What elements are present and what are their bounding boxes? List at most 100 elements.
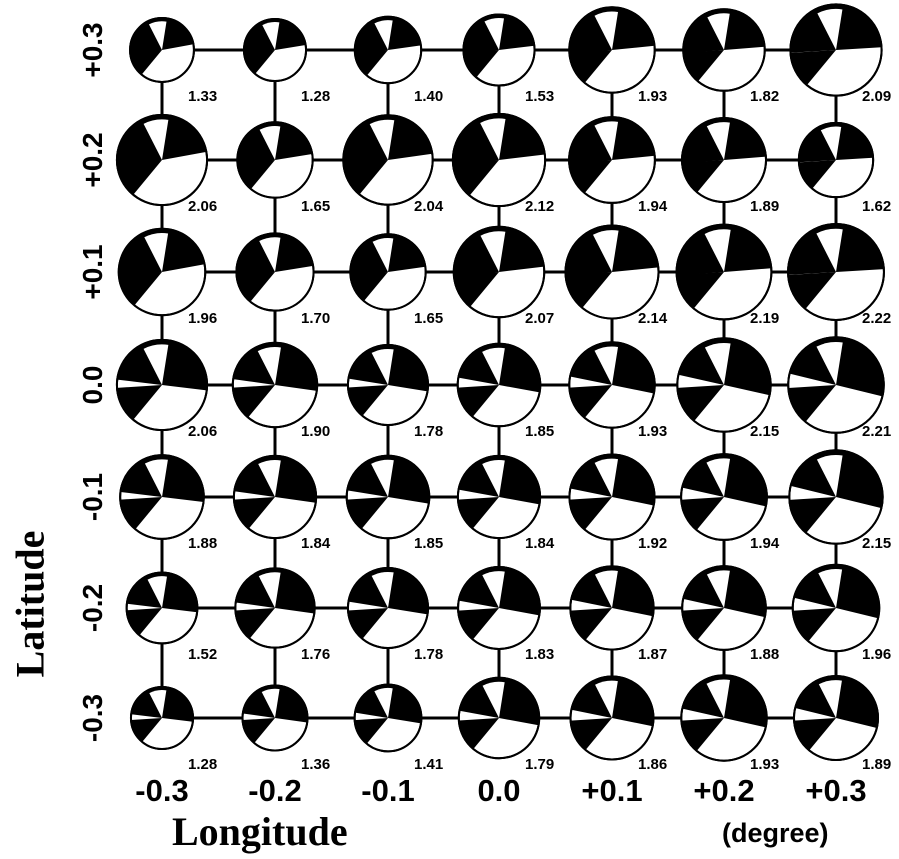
focal-mechanism-glyph — [681, 565, 767, 651]
focal-mechanism-glyph — [232, 454, 318, 540]
grid-value-label: 1.82 — [750, 88, 780, 105]
focal-mechanism-glyph — [452, 225, 546, 319]
grid-value-label: 2.21 — [862, 423, 892, 440]
y-tick-label: -0.1 — [77, 472, 108, 522]
grid-value-label: 2.07 — [525, 310, 555, 327]
focal-mechanism-glyph — [456, 342, 542, 428]
x-tick-label: 0.0 — [477, 773, 521, 808]
grid-value-label: 1.83 — [525, 646, 555, 663]
x-tick-label: +0.2 — [693, 773, 755, 808]
grid-value-label: 1.28 — [188, 756, 218, 773]
focal-mechanism-glyph — [569, 565, 655, 651]
grid-value-label: 2.06 — [188, 198, 218, 215]
focal-mechanism-glyph — [117, 227, 207, 317]
grid-value-label: 1.93 — [638, 423, 668, 440]
grid-value-label: 1.79 — [525, 756, 555, 773]
grid-value-label: 1.65 — [301, 198, 331, 215]
grid-value-label: 1.33 — [188, 88, 218, 105]
grid-value-label: 1.84 — [301, 535, 331, 552]
focal-mechanism-glyph — [115, 113, 209, 207]
grid-value-label: 2.09 — [862, 88, 892, 105]
x-tick-label: +0.1 — [581, 773, 643, 808]
focal-mechanism-glyph — [129, 17, 195, 83]
y-axis-title: Latitude — [7, 530, 53, 678]
focal-mechanism-glyph — [349, 233, 427, 311]
grid-value-label: 2.19 — [750, 310, 780, 327]
grid-value-label: 2.04 — [414, 198, 444, 215]
focal-mechanism-glyph — [115, 338, 209, 432]
focal-mechanism-glyph — [353, 15, 423, 85]
grid-value-label: 2.15 — [862, 535, 892, 552]
y-tick-label: +0.3 — [77, 22, 108, 78]
focal-mechanism-glyph — [129, 685, 195, 751]
grid-value-label: 2.15 — [750, 423, 780, 440]
focal-mechanism-glyph — [789, 3, 883, 97]
focal-mechanism-glyph — [456, 454, 542, 540]
focal-mechanism-glyph — [568, 453, 656, 541]
grid-value-label: 1.78 — [414, 423, 444, 440]
focal-mechanism-glyph — [564, 224, 660, 320]
grid-value-label: 1.40 — [414, 88, 444, 105]
grid-value-label: 1.94 — [750, 535, 780, 552]
grid-value-label: 1.89 — [862, 756, 892, 773]
grid-value-label: 2.22 — [862, 310, 892, 327]
focal-mechanism-glyph — [345, 454, 431, 540]
y-tick-label: -0.2 — [77, 583, 108, 633]
focal-mechanism-glyph — [457, 676, 541, 760]
grid-value-label: 1.76 — [301, 646, 331, 663]
grid-value-label: 1.52 — [188, 646, 218, 663]
grid-value-label: 1.65 — [414, 310, 444, 327]
grid-value-label: 1.87 — [638, 646, 668, 663]
grid-value-label: 1.85 — [414, 535, 444, 552]
grid-value-label: 1.36 — [301, 756, 331, 773]
focal-mechanism-glyph — [353, 683, 423, 753]
focal-mechanism-glyph — [125, 571, 199, 645]
focal-mechanism-glyph — [119, 454, 205, 540]
grid-value-label: 1.96 — [188, 310, 218, 327]
grid-value-label: 1.28 — [301, 88, 331, 105]
focal-mechanism-glyph — [236, 121, 314, 199]
y-tick-label: +0.1 — [77, 244, 108, 300]
focal-mechanism-glyph — [569, 675, 655, 761]
x-tick-label: -0.2 — [248, 773, 302, 808]
grid-value-label: 1.94 — [638, 198, 668, 215]
focal-mechanism-glyph — [242, 17, 308, 83]
grid-value-label: 2.14 — [638, 310, 668, 327]
focal-mechanism-glyph — [680, 453, 768, 541]
focal-mechanism-glyph — [675, 223, 773, 321]
focal-mechanism-glyph — [346, 566, 430, 650]
focal-mechanism-glyph — [457, 566, 541, 650]
focal-mechanism-glyph — [787, 336, 885, 434]
focal-mechanism-glyph — [791, 563, 881, 653]
focal-mechanism-glyph — [797, 121, 875, 199]
x-tick-label: -0.1 — [361, 773, 415, 808]
focal-mechanism-glyph — [680, 674, 768, 762]
focal-mechanism-glyph — [462, 13, 536, 87]
grid-value-label: 1.89 — [750, 198, 780, 215]
focal-mechanism-glyph — [231, 341, 319, 429]
focal-mechanism-glyph — [234, 567, 316, 649]
grid-value-label: 1.93 — [638, 88, 668, 105]
grid-value-label: 1.85 — [525, 423, 555, 440]
y-tick-label: 0.0 — [77, 365, 108, 405]
focal-mechanism-glyph — [346, 343, 430, 427]
x-axis-title: Longitude — [172, 809, 348, 854]
focal-mechanism-glyph — [680, 116, 768, 204]
grid-value-label: 1.90 — [301, 423, 331, 440]
focal-mechanism-glyph — [676, 337, 772, 433]
x-tick-label: +0.3 — [805, 773, 867, 808]
focal-mechanism-glyph — [568, 6, 656, 94]
grid-value-label: 1.41 — [414, 756, 444, 773]
x-tick-label: -0.3 — [135, 773, 189, 808]
focal-mechanism-glyph — [568, 116, 656, 204]
grid-value-label: 1.70 — [301, 310, 331, 327]
grid-value-label: 1.53 — [525, 88, 555, 105]
grid-value-label: 1.88 — [188, 535, 218, 552]
focal-mechanism-glyph — [682, 8, 766, 92]
focal-mechanism-glyph — [788, 449, 884, 545]
focal-mechanism-glyph — [787, 223, 885, 321]
grid-value-label: 2.06 — [188, 423, 218, 440]
grid-value-label: 1.86 — [638, 756, 668, 773]
